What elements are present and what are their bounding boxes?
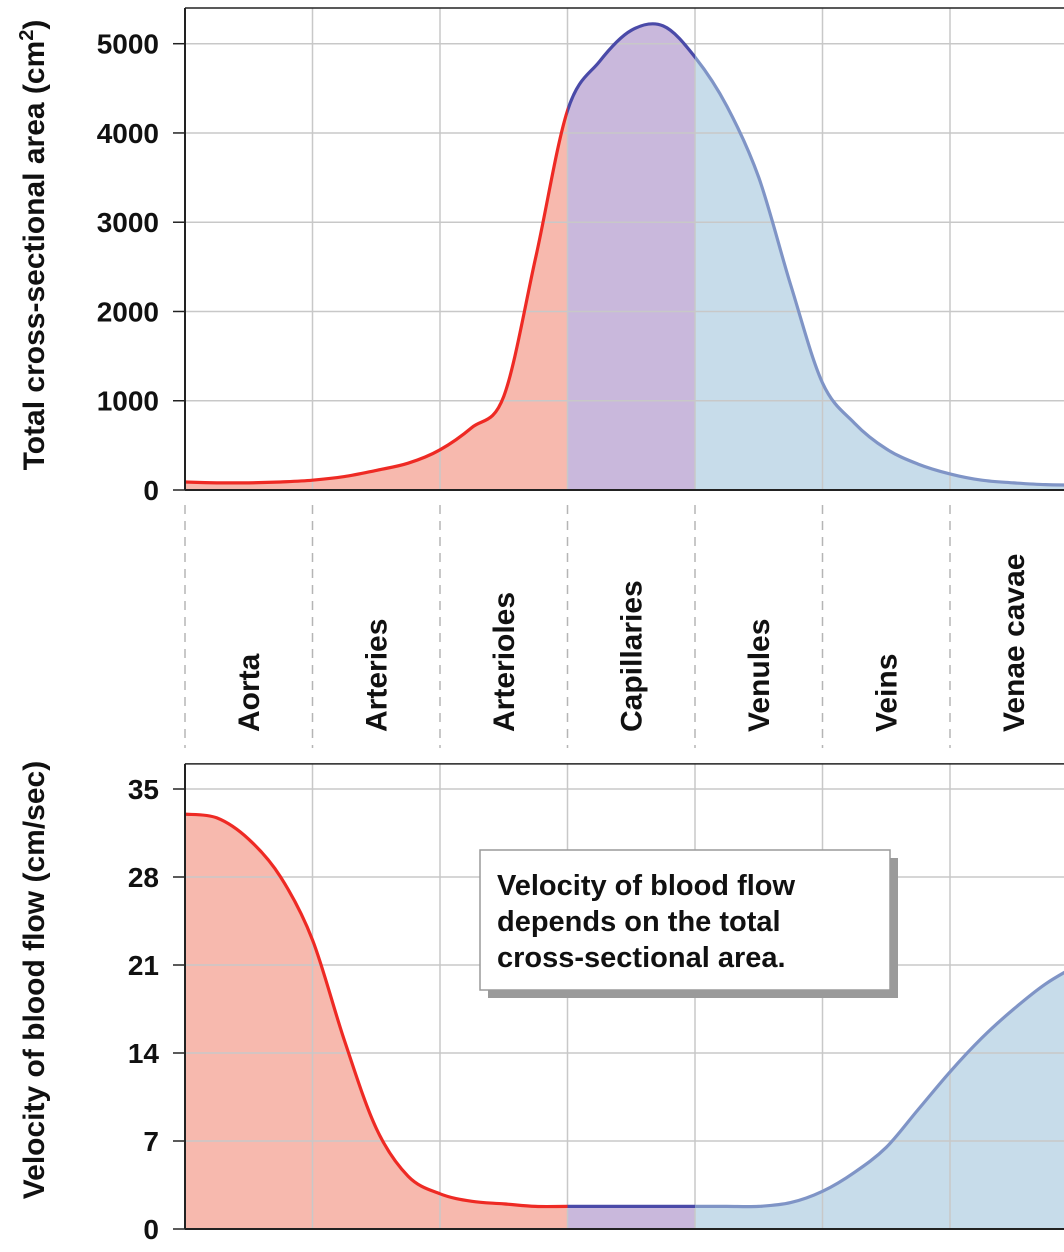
velocity-axes bbox=[184, 763, 1064, 1230]
annotation-line-2: depends on the total bbox=[497, 906, 781, 938]
segment-label-arterioles: Arterioles bbox=[488, 592, 521, 732]
area-fills bbox=[185, 23, 1064, 490]
annotation-panel bbox=[479, 849, 891, 991]
area-lines bbox=[185, 22, 1064, 487]
annotation-box: Velocity of blood flow depends on the to… bbox=[479, 849, 898, 998]
area-line-capillary bbox=[567, 22, 695, 117]
segment-label-arteries: Arteries bbox=[360, 619, 393, 732]
area-line-arterial bbox=[185, 105, 568, 485]
velocity-line-capillary bbox=[567, 1204, 695, 1209]
segment-label-venae-cavae: Venae cavae bbox=[998, 554, 1031, 733]
velocity-lines bbox=[185, 812, 1064, 1209]
segment-label-veins: Veins bbox=[870, 654, 903, 732]
annotation-line-1: Velocity of blood flow bbox=[497, 870, 796, 902]
area-fill-capillary bbox=[567, 23, 695, 490]
velocity-tick-label: 28 bbox=[128, 862, 159, 893]
velocity-fill-venous bbox=[695, 972, 1064, 1229]
area-fill-arterial bbox=[185, 110, 568, 490]
segment-label-venules: Venules bbox=[743, 619, 776, 732]
annotation-line-3: cross-sectional area. bbox=[497, 942, 786, 974]
velocity-y-ticks: 0 7 14 21 28 35 bbox=[128, 774, 185, 1245]
segment-dashes bbox=[184, 505, 951, 748]
velocity-fill-capillary bbox=[567, 1206, 695, 1229]
velocity-line-venous bbox=[695, 970, 1064, 1209]
velocity-tick-label: 0 bbox=[143, 1214, 159, 1245]
area-tick-label: 0 bbox=[143, 475, 159, 506]
area-tick-label: 4000 bbox=[97, 118, 159, 149]
area-y-axis-label: Total cross-sectional area (cm2) bbox=[16, 20, 51, 471]
area-grid bbox=[185, 8, 1064, 490]
velocity-tick-label: 35 bbox=[128, 774, 159, 805]
area-chart: 0 1000 2000 3000 4000 5000 Total cross-sectio… bbox=[16, 7, 1064, 506]
segment-label-group: Aorta Arteries Arterioles Capillaries Venule… bbox=[233, 554, 1031, 733]
velocity-tick-label: 14 bbox=[128, 1038, 160, 1069]
velocity-line-arterial bbox=[185, 812, 568, 1209]
area-tick-label: 1000 bbox=[97, 386, 159, 417]
area-tick-label: 5000 bbox=[97, 29, 159, 60]
velocity-y-axis-label: Velocity of blood flow (cm/sec) bbox=[18, 761, 51, 1199]
area-y-ticks: 0 1000 2000 3000 4000 5000 bbox=[97, 29, 185, 506]
velocity-fills bbox=[185, 814, 1064, 1229]
segment-label-aorta: Aorta bbox=[233, 653, 266, 732]
area-line-venous bbox=[695, 54, 1064, 487]
velocity-chart: 0 7 14 21 28 35 Velocity of blood flow (cm/se… bbox=[18, 761, 1064, 1245]
area-tick-label: 2000 bbox=[97, 296, 159, 327]
velocity-tick-label: 21 bbox=[128, 950, 159, 981]
segment-label-capillaries: Capillaries bbox=[615, 580, 648, 732]
area-fill-venous bbox=[695, 57, 1064, 490]
velocity-tick-label: 7 bbox=[143, 1126, 159, 1157]
area-tick-label: 3000 bbox=[97, 207, 159, 238]
segment-labels: Aorta Arteries Arterioles Capillaries Venule… bbox=[184, 505, 1031, 748]
velocity-fill-arterial bbox=[185, 814, 568, 1229]
area-axes bbox=[184, 7, 1064, 491]
